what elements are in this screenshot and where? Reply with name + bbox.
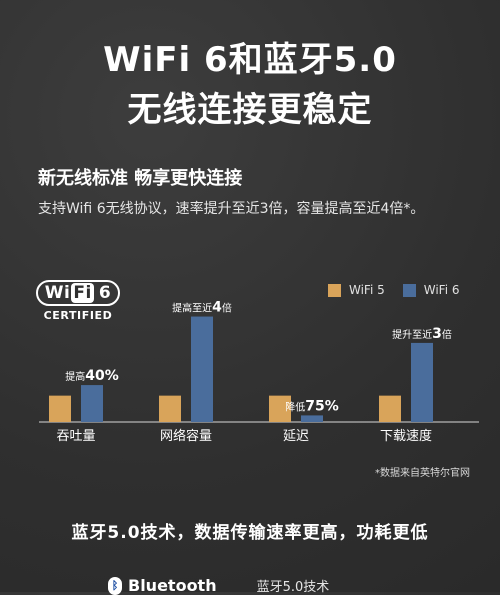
- data-label-3: 提升至近3倍: [392, 326, 452, 342]
- legend-swatch-wifi6: [402, 283, 416, 297]
- section-subheading: 新无线标准 畅享更快连接: [38, 168, 243, 189]
- bar-wifi6-2: [301, 415, 323, 422]
- bluetooth-logo-text: Bluetooth: [128, 576, 217, 595]
- data-label-0: 提高40%: [65, 368, 119, 384]
- wifi-logo-version: 6: [98, 283, 112, 303]
- wifi-logo-fi: Fi: [71, 283, 94, 303]
- bluetooth-logo: ᛒ Bluetooth: [108, 576, 217, 595]
- legend-item-wifi6: WiFi 6: [402, 283, 460, 297]
- legend-item-wifi5: WiFi 5: [328, 283, 385, 297]
- x-tick-label-2: 延迟: [283, 429, 309, 444]
- data-label-1: 提高至近4倍: [172, 300, 232, 316]
- bar-wifi5-2: [269, 395, 291, 422]
- legend-label-wifi6: WiFi 6: [423, 283, 460, 297]
- chart-legend: WiFi 5 WiFi 6: [328, 283, 460, 297]
- bar-wifi5-0: [49, 395, 71, 422]
- wifi6-badge: Wi Fi 6: [36, 280, 120, 306]
- bar-wifi6-1: [191, 316, 213, 422]
- data-label-2: 降低75%: [285, 398, 339, 414]
- hero-title-line2: 无线连接更稳定: [127, 90, 373, 130]
- bluetooth-icon: ᛒ: [108, 576, 122, 595]
- x-tick-label-3: 下载速度: [380, 428, 432, 444]
- source-note: *数据来自英特尔官网: [375, 468, 470, 479]
- bar-wifi6-0: [81, 385, 103, 422]
- wifi-certified-text: CERTIFIED: [43, 309, 113, 322]
- hero-title-line1: WiFi 6和蓝牙5.0: [103, 40, 397, 80]
- x-tick-label-1: 网络容量: [160, 428, 212, 444]
- x-tick-label-0: 吞吐量: [56, 429, 95, 444]
- bluetooth-label: 蓝牙5.0技术: [256, 580, 330, 595]
- section-description: 支持Wifi 6无线协议，速率提升至近3倍，容量提高至近4倍*。: [38, 201, 425, 217]
- wifi-logo-text: Wi: [44, 283, 71, 303]
- bar-wifi6-3: [411, 342, 433, 422]
- legend-label-wifi5: WiFi 5: [349, 283, 385, 297]
- wifi6-certified-logo: Wi Fi 6 CERTIFIED: [36, 280, 120, 322]
- bar-wifi5-3: [379, 395, 401, 422]
- bluetooth-row: ᛒ Bluetooth 蓝牙5.0技术: [108, 576, 329, 595]
- bluetooth-heading: 蓝牙5.0技术，数据传输速率更高，功耗更低: [71, 523, 429, 543]
- bar-wifi5-1: [159, 395, 181, 422]
- legend-swatch-wifi5: [328, 283, 341, 297]
